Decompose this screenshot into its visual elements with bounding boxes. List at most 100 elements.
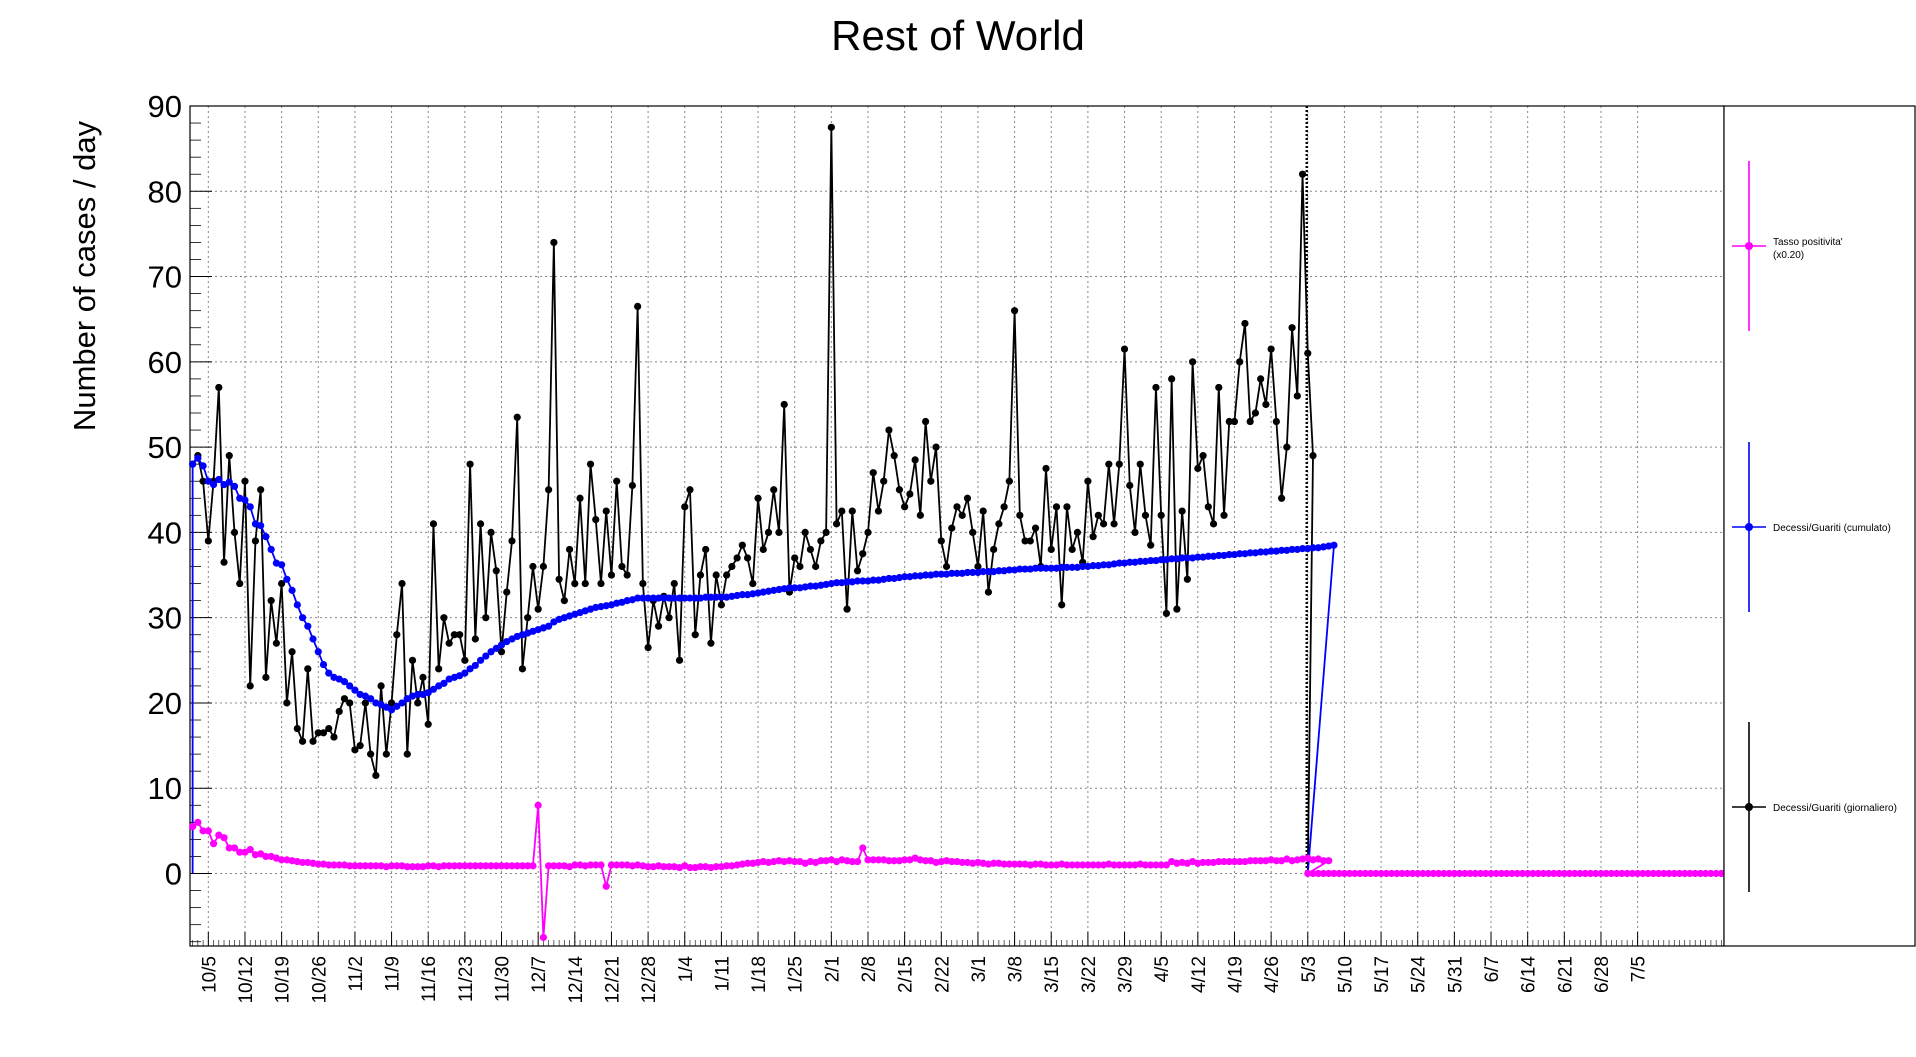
data-point <box>979 568 987 576</box>
x-tick-label: 5/17 <box>1372 956 1393 993</box>
zero-point <box>1702 869 1710 878</box>
legend-entry: Decessi/Guariti (cumulato) <box>1732 442 1891 612</box>
data-point <box>618 861 626 869</box>
data-point <box>408 656 417 664</box>
data-point <box>1058 563 1066 571</box>
data-point <box>932 443 940 451</box>
x-tick-label: 10/19 <box>273 956 294 1004</box>
data-point <box>1000 860 1008 868</box>
data-point <box>267 597 275 605</box>
data-point <box>340 695 349 703</box>
legend-label: Decessi/Guariti (giornaliero) <box>1773 803 1897 814</box>
data-point <box>471 635 479 643</box>
data-point <box>1162 609 1171 618</box>
data-point <box>1194 464 1202 473</box>
data-point <box>785 584 794 592</box>
data-point <box>1236 550 1244 558</box>
data-point <box>356 741 364 750</box>
data-point <box>1079 861 1087 869</box>
data-point <box>791 857 799 866</box>
data-point <box>215 383 223 392</box>
x-tick-label: 6/28 <box>1592 956 1613 993</box>
x-tick-label: 5/31 <box>1445 956 1466 993</box>
data-point <box>990 859 998 867</box>
data-point <box>1141 511 1150 519</box>
data-point <box>921 417 930 426</box>
data-point <box>298 858 307 867</box>
data-point <box>921 857 930 865</box>
zero-point <box>1529 869 1537 878</box>
data-point <box>325 861 333 869</box>
data-point <box>550 238 558 247</box>
data-point <box>796 562 804 571</box>
data-point <box>707 639 715 647</box>
zero-point <box>1356 869 1364 878</box>
y-tick-label: 50 <box>148 430 182 465</box>
data-point <box>440 679 448 687</box>
data-point <box>283 575 291 583</box>
zero-point <box>1628 869 1636 878</box>
zero-point <box>1503 869 1511 878</box>
y-tick-label: 10 <box>148 771 182 806</box>
data-point <box>1257 548 1265 556</box>
data-point <box>529 562 537 571</box>
data-point <box>984 568 993 576</box>
zero-point <box>1691 869 1699 878</box>
data-point <box>1152 861 1160 869</box>
data-point <box>230 528 239 536</box>
data-point <box>1330 541 1338 549</box>
data-point <box>382 750 390 758</box>
zero-point <box>1613 869 1621 878</box>
data-point <box>801 528 809 536</box>
data-point <box>330 733 338 741</box>
data-point <box>623 571 631 579</box>
zero-point <box>1398 869 1406 878</box>
data-point <box>246 846 254 854</box>
data-point <box>1031 860 1040 868</box>
data-point <box>298 614 307 622</box>
zero-point <box>1476 869 1485 878</box>
data-point <box>440 614 448 622</box>
data-point <box>1257 857 1265 865</box>
legend-marker <box>1745 242 1753 250</box>
data-point <box>665 614 673 622</box>
data-point <box>1063 861 1071 869</box>
data-point <box>890 857 898 865</box>
data-point <box>403 750 411 758</box>
data-point <box>414 690 422 699</box>
data-point <box>1278 494 1286 502</box>
data-point <box>613 861 621 869</box>
data-point <box>346 862 354 870</box>
data-point <box>1115 460 1123 468</box>
data-point <box>901 856 909 864</box>
zero-point <box>1618 869 1626 878</box>
data-point <box>1068 861 1076 869</box>
zero-point <box>1665 869 1673 878</box>
data-point <box>869 856 877 864</box>
data-point <box>508 537 516 545</box>
data-point <box>1199 858 1207 867</box>
data-point <box>1162 861 1171 869</box>
data-point <box>613 477 621 485</box>
data-point <box>503 862 511 870</box>
data-point <box>885 857 893 865</box>
data-point <box>429 685 438 693</box>
data-point <box>1309 544 1317 552</box>
x-tick-label: 12/28 <box>639 956 660 1004</box>
data-point <box>230 844 239 852</box>
zero-point <box>1346 869 1354 878</box>
data-point <box>346 699 354 707</box>
data-point <box>476 862 485 870</box>
data-point <box>503 588 511 596</box>
data-point <box>1147 541 1155 549</box>
data-point <box>990 545 998 554</box>
data-point <box>901 573 909 581</box>
data-point <box>492 644 500 652</box>
data-point <box>848 857 856 866</box>
data-point <box>665 594 673 602</box>
zero-point <box>1623 869 1631 878</box>
x-tick-label: 12/7 <box>529 956 550 993</box>
zero-point <box>1644 869 1652 878</box>
data-point <box>545 862 553 870</box>
zero-point <box>1408 869 1417 878</box>
